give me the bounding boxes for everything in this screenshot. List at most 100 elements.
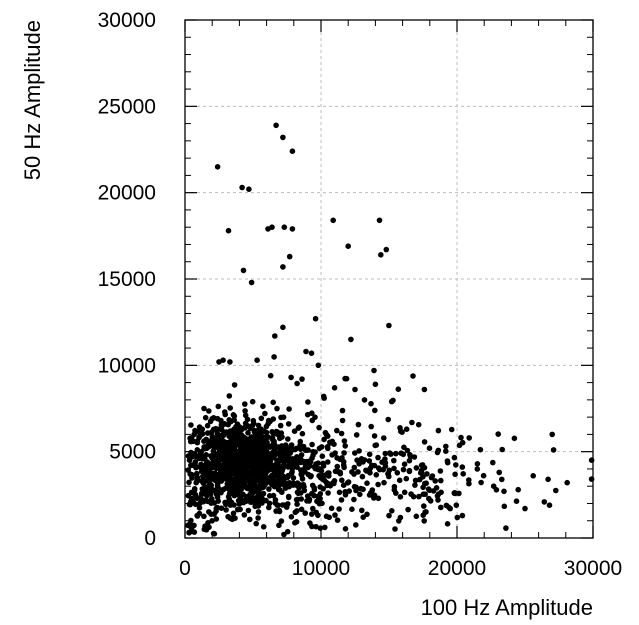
data-point [522,505,528,512]
data-point [351,464,358,471]
data-point [382,450,389,457]
data-point [466,435,473,441]
data-point [353,432,360,438]
data-point [204,422,211,429]
data-point [212,470,218,476]
data-point [213,505,220,512]
data-point [245,449,251,455]
data-point [326,473,332,479]
data-point [211,500,218,506]
data-point [410,493,417,500]
data-point [371,495,377,501]
data-point [186,501,193,508]
data-point [244,416,251,423]
data-point [403,426,410,433]
data-point [242,408,248,414]
data-point [201,405,207,412]
y-axis-label: 50 Hz Amplitude [20,20,45,180]
data-point [301,487,308,494]
data-point [229,516,236,523]
data-point [323,513,330,520]
data-point [185,453,192,459]
data-point [530,473,536,479]
data-point [187,435,193,442]
data-point [334,517,341,523]
data-point [261,428,267,435]
data-point [227,359,233,365]
data-point [273,465,280,471]
data-point [410,373,416,379]
data-point [237,487,243,493]
data-point [332,450,338,456]
data-point [201,513,207,520]
data-point [309,482,316,489]
data-point [424,471,430,477]
data-point [588,476,595,482]
data-point [438,489,444,496]
data-point [315,460,321,467]
data-point [381,435,387,441]
data-point [309,410,315,417]
data-point [339,477,345,484]
data-point [418,469,425,476]
data-point [302,461,309,467]
data-point [312,315,319,322]
data-point [458,434,464,441]
data-point [201,445,207,452]
data-point [299,476,306,482]
data-point [245,430,251,436]
data-point [287,464,294,470]
data-point [230,478,237,485]
data-point [353,522,359,528]
data-point [280,264,286,270]
data-point [272,449,279,456]
data-point [201,526,208,533]
data-point [435,497,441,503]
data-point [271,441,278,447]
data-point [247,425,254,432]
data-point [415,421,422,428]
data-point [223,471,229,478]
data-point [301,466,307,473]
data-point [435,427,442,434]
data-point [342,443,349,449]
data-point [388,451,394,457]
data-point [188,462,194,469]
data-point [456,490,462,497]
data-point [349,506,355,512]
data-point [265,475,272,481]
data-point [196,510,203,517]
data-point [214,415,221,422]
data-point [274,405,280,412]
data-point [200,453,207,460]
data-point [329,438,336,445]
data-point [216,448,223,455]
data-point [294,501,300,508]
data-point [285,436,291,442]
data-point [253,494,260,501]
data-point [480,472,487,479]
data-point [306,498,312,504]
data-point [339,407,346,414]
data-point [246,462,252,468]
data-point [186,479,192,486]
data-point [401,489,408,496]
data-point [438,504,444,511]
data-point [255,509,262,515]
data-point [448,426,455,433]
data-point [227,405,233,411]
data-point [383,246,390,253]
data-point [443,502,450,509]
data-point [232,472,239,478]
data-point [325,445,331,452]
data-point [236,463,242,469]
data-point [444,521,451,527]
data-point [433,485,440,491]
data-point [274,502,280,508]
data-point [444,459,451,466]
data-point [401,461,408,468]
data-point [325,459,331,465]
data-point [276,522,282,529]
data-point [283,457,289,463]
data-point [227,486,233,492]
